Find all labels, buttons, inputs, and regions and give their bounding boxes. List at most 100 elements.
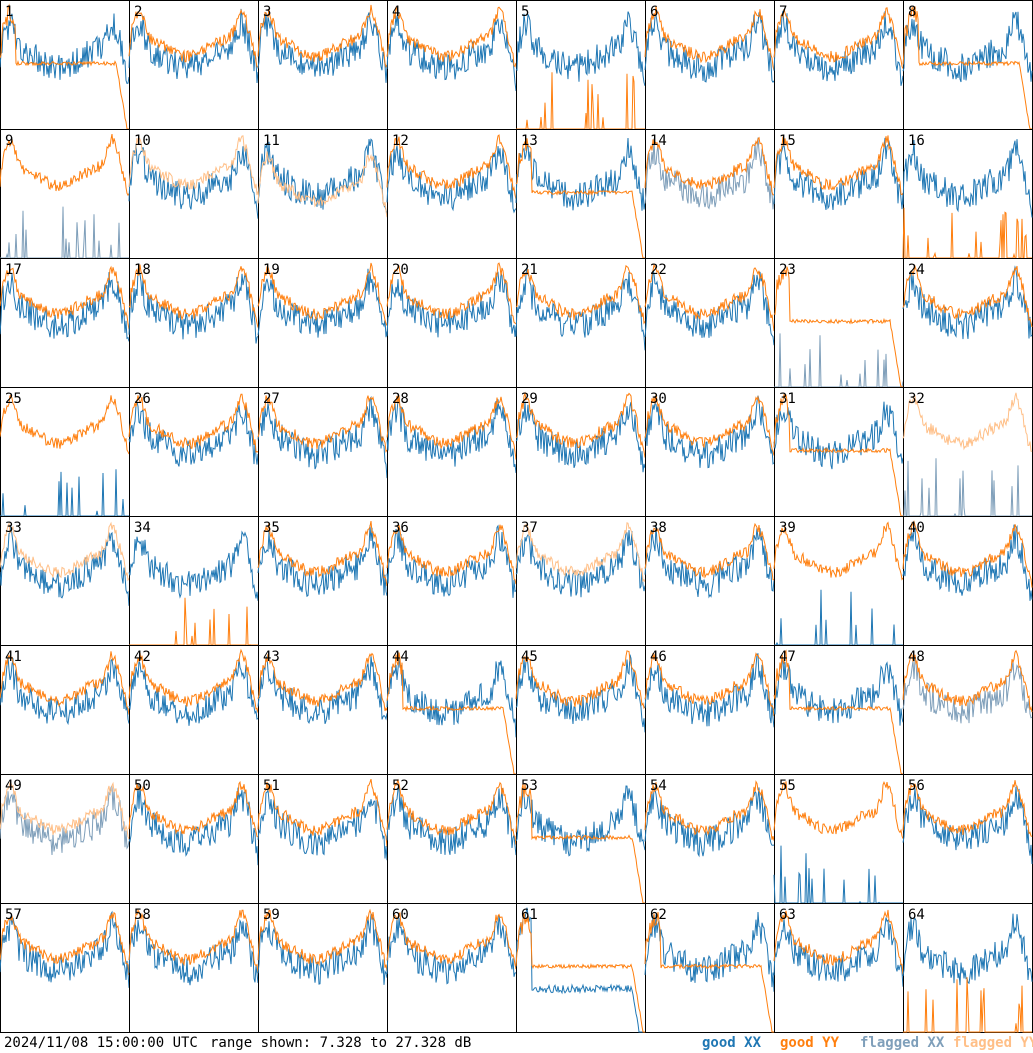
antenna-panel-23: 23 <box>773 258 904 388</box>
series-yy-line <box>257 908 388 972</box>
antenna-panel-63: 63 <box>773 903 904 1033</box>
series-yy-line <box>644 394 775 456</box>
panel-number-label: 11 <box>263 133 280 149</box>
series-xx-line <box>386 395 517 474</box>
antenna-panel-51: 51 <box>257 774 388 904</box>
antenna-panel-3: 3 <box>257 0 388 130</box>
panel-number-label: 53 <box>521 778 538 794</box>
antenna-panel-19: 19 <box>257 258 388 388</box>
panel-number-label: 39 <box>779 520 796 536</box>
antenna-panel-28: 28 <box>386 387 517 517</box>
antenna-panel-16: 16 <box>902 129 1033 259</box>
panel-border <box>0 774 130 904</box>
antenna-panel-56: 56 <box>902 774 1033 904</box>
series-yy-line <box>644 5 775 71</box>
panel-number-label: 28 <box>392 391 409 407</box>
series-yy-line <box>644 912 774 1033</box>
panel-number-label: 51 <box>263 778 280 794</box>
panel-number-label: 63 <box>779 907 796 923</box>
antenna-panel-61: 61 <box>515 903 646 1033</box>
panel-number-label: 31 <box>779 391 796 407</box>
series-xx-line <box>515 401 646 473</box>
antenna-panel-54: 54 <box>644 774 775 904</box>
panel-border <box>903 774 1033 904</box>
series-yy-line <box>773 394 903 517</box>
series-xx-line <box>515 137 646 211</box>
antenna-panel-17: 17 <box>0 258 130 388</box>
series-yy-line <box>902 264 1033 328</box>
panel-border <box>258 645 388 775</box>
antenna-panel-10: 10 <box>128 129 259 259</box>
series-yy-line <box>773 7 904 69</box>
series-yy-line <box>644 780 775 841</box>
series-xx-line <box>773 137 904 211</box>
series-yy-line <box>386 652 516 775</box>
panel-number-label: 46 <box>650 649 667 665</box>
series-yy-line <box>257 151 388 218</box>
panel-number-label: 56 <box>908 778 925 794</box>
antenna-panel-24: 24 <box>902 258 1033 388</box>
series-yy-line <box>773 266 903 388</box>
antenna-panel-26: 26 <box>128 387 259 517</box>
series-xx-line <box>128 918 259 986</box>
panel-number-label: 25 <box>5 391 22 407</box>
series-yy-line <box>773 781 904 839</box>
series-xx-line <box>128 658 259 726</box>
series-xx-line <box>0 13 130 84</box>
antenna-panel-4: 4 <box>386 0 517 130</box>
panel-border <box>645 387 775 517</box>
series-xx-line <box>0 526 130 606</box>
series-xx-line <box>128 530 259 601</box>
antenna-panel-27: 27 <box>257 387 388 517</box>
panel-number-label: 50 <box>134 778 151 794</box>
panel-number-label: 20 <box>392 262 409 278</box>
panel-number-label: 24 <box>908 262 925 278</box>
panel-number-label: 6 <box>650 4 658 20</box>
panel-border <box>516 258 646 388</box>
panel-number-label: 58 <box>134 907 151 923</box>
series-yy-line <box>644 263 775 332</box>
antenna-panel-8: 8 <box>902 0 1033 130</box>
panel-number-label: 47 <box>779 649 796 665</box>
legend-flagged-xx: flagged XX <box>860 1035 945 1051</box>
panel-number-label: 48 <box>908 649 925 665</box>
panel-number-label: 17 <box>5 262 22 278</box>
series-yy-line <box>386 262 517 324</box>
antenna-panel-34: 34 <box>128 516 259 646</box>
antenna-panel-20: 20 <box>386 258 517 388</box>
series-xx-line <box>257 268 388 338</box>
series-xx-line <box>257 525 388 598</box>
panel-number-label: 26 <box>134 391 151 407</box>
antenna-panel-64: 64 <box>902 903 1033 1033</box>
antenna-panel-62: 62 <box>644 903 775 1033</box>
series-yy-line <box>515 391 646 458</box>
panel-number-label: 61 <box>521 907 538 923</box>
series-yy-line <box>644 652 775 717</box>
antenna-panel-11: 11 <box>257 129 388 259</box>
panel-number-label: 19 <box>263 262 280 278</box>
antenna-panel-59: 59 <box>257 903 388 1033</box>
series-yy-line <box>257 778 388 847</box>
panel-number-label: 59 <box>263 907 280 923</box>
panel-number-label: 52 <box>392 778 409 794</box>
series-yy-line <box>902 780 1033 837</box>
series-yy-line <box>903 977 1032 1033</box>
series-yy-line <box>902 519 1033 588</box>
antenna-panel-18: 18 <box>128 258 259 388</box>
antenna-panel-12: 12 <box>386 129 517 259</box>
series-yy-line <box>644 136 775 196</box>
panel-number-label: 7 <box>779 4 787 20</box>
antenna-panel-60: 60 <box>386 903 517 1033</box>
series-yy-line <box>257 262 388 326</box>
antenna-panel-37: 37 <box>515 516 646 646</box>
panel-border <box>0 0 130 130</box>
series-xx-line <box>644 524 775 599</box>
panel-number-label: 40 <box>908 520 925 536</box>
series-xx-line <box>644 911 775 992</box>
series-yy-line <box>0 3 129 130</box>
antenna-panel-30: 30 <box>644 387 775 517</box>
panel-number-label: 1 <box>5 4 13 20</box>
series-xx-line <box>257 789 388 861</box>
series-yy-line <box>773 909 904 975</box>
antenna-panel-35: 35 <box>257 516 388 646</box>
